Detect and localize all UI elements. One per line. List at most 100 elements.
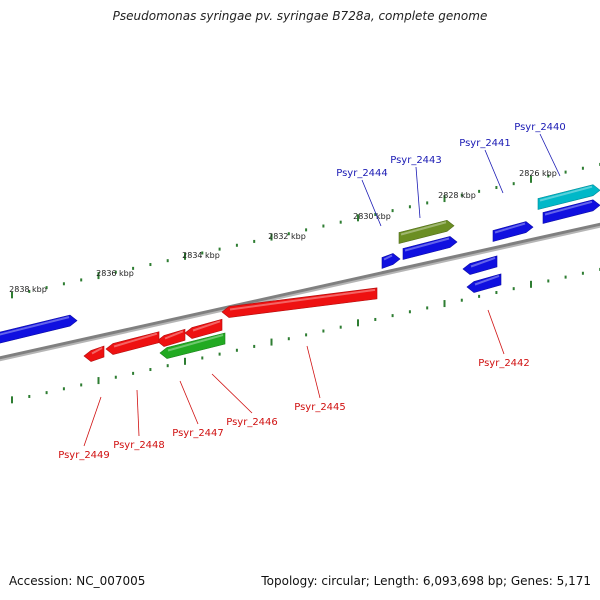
gene-psyr-2449[interactable] bbox=[0, 314, 105, 362]
gene-label-psyr-2448[interactable]: Psyr_2448 bbox=[113, 440, 165, 451]
lower-scale-major-tick bbox=[97, 377, 100, 385]
gene-psyr-2448[interactable] bbox=[105, 328, 186, 355]
gene-arrow-psyr-2449-part2-highlight bbox=[0, 316, 70, 336]
gene-label-psyr-2444[interactable]: Psyr_2444 bbox=[336, 168, 388, 179]
lower-scale-minor-tick bbox=[28, 394, 31, 398]
label-leader-psyr-2444 bbox=[361, 179, 382, 227]
label-leader-psyr-2442 bbox=[487, 309, 505, 355]
lower-scale-minor-tick bbox=[495, 291, 498, 295]
gene-psyr-2446[interactable] bbox=[184, 318, 223, 339]
upper-scale-minor-tick bbox=[287, 232, 290, 236]
upper-scale-minor-tick bbox=[478, 189, 481, 193]
upper-scale-minor-tick bbox=[235, 243, 238, 247]
label-leader-psyr-2447 bbox=[179, 380, 199, 425]
accession-text: Accession: NC_007005 bbox=[9, 574, 146, 588]
upper-scale-minor-tick bbox=[581, 166, 584, 170]
gene-psyr-2445[interactable] bbox=[221, 287, 378, 318]
scale-label-2838-kbp: 2838 kbp bbox=[9, 285, 47, 294]
gene-label-psyr-2449[interactable]: Psyr_2449 bbox=[58, 450, 110, 461]
upper-scale-minor-tick bbox=[218, 247, 221, 251]
gene-label-psyr-2446[interactable]: Psyr_2446 bbox=[226, 417, 278, 428]
gene-arrow-psyr-2448-part2-highlight bbox=[113, 332, 158, 348]
gene-psyr-2442[interactable] bbox=[462, 255, 502, 293]
lower-scale-minor-tick bbox=[564, 275, 567, 279]
gene-arrow-psyr-2441-part2[interactable] bbox=[542, 199, 600, 224]
label-leader-psyr-2446 bbox=[211, 373, 253, 414]
upper-scale-minor-tick bbox=[512, 182, 515, 186]
gene-psyr-2444[interactable] bbox=[381, 236, 458, 269]
gene-arrow-psyr-2444-part2[interactable] bbox=[402, 236, 458, 260]
gene-psyr-2447[interactable] bbox=[159, 332, 226, 359]
backbone-shadow bbox=[0, 224, 600, 362]
label-leader-psyr-2448 bbox=[136, 389, 140, 437]
gene-arrow-psyr-2445-highlight bbox=[229, 288, 376, 311]
lower-scale-minor-tick bbox=[235, 348, 238, 352]
upper-scale-minor-tick bbox=[322, 224, 325, 228]
lower-scale-major-tick bbox=[443, 300, 446, 308]
lower-scale-minor-tick bbox=[149, 368, 152, 372]
gene-arrow-psyr-2441[interactable] bbox=[492, 221, 534, 242]
gene-arrow-psyr-2444-part2-highlight bbox=[404, 237, 450, 252]
lower-scale-minor-tick bbox=[305, 333, 308, 337]
upper-scale-minor-tick bbox=[45, 286, 48, 290]
gene-label-psyr-2443[interactable]: Psyr_2443 bbox=[390, 155, 442, 166]
upper-scale-minor-tick bbox=[201, 251, 204, 255]
lower-scale-minor-tick bbox=[322, 329, 325, 333]
gene-label-psyr-2445[interactable]: Psyr_2445 bbox=[294, 402, 346, 413]
gene-arrow-psyr-2443[interactable] bbox=[398, 219, 455, 244]
lower-scale-major-tick bbox=[530, 280, 532, 288]
gene-psyr-2443[interactable] bbox=[398, 219, 455, 244]
scale-label-2836-kbp: 2836 kbp bbox=[96, 269, 134, 278]
lower-scale-major-tick bbox=[357, 319, 359, 327]
gene-arrow-psyr-2449-part2[interactable] bbox=[0, 314, 78, 345]
upper-scale-minor-tick bbox=[547, 174, 550, 178]
upper-scale-major-tick bbox=[443, 195, 446, 203]
gene-label-psyr-2447[interactable]: Psyr_2447 bbox=[172, 428, 224, 439]
lower-scale-minor-tick bbox=[287, 337, 290, 341]
gene-arrow-psyr-2440-highlight bbox=[539, 185, 593, 202]
upper-scale-minor-tick bbox=[460, 193, 463, 197]
upper-scale-major-tick bbox=[11, 291, 13, 299]
upper-scale-minor-tick bbox=[62, 282, 65, 286]
lower-scale-minor-tick bbox=[201, 356, 204, 360]
upper-scale-minor-tick bbox=[166, 259, 169, 263]
lower-scale-minor-tick bbox=[45, 391, 48, 395]
lower-scale-minor-tick bbox=[339, 325, 342, 329]
gene-psyr-2441[interactable] bbox=[492, 199, 600, 242]
upper-scale-minor-tick bbox=[408, 205, 411, 209]
lower-scale-minor-tick bbox=[374, 317, 377, 321]
label-leader-psyr-2441 bbox=[484, 149, 504, 194]
label-leader-psyr-2445 bbox=[306, 345, 321, 399]
gene-arrow-psyr-2440[interactable] bbox=[537, 184, 600, 210]
label-leader-psyr-2440 bbox=[539, 133, 561, 177]
lower-scale-major-tick bbox=[184, 357, 186, 365]
upper-scale-minor-tick bbox=[80, 278, 83, 282]
upper-scale-minor-tick bbox=[374, 212, 377, 216]
scale-label-2832-kbp: 2832 kbp bbox=[268, 232, 306, 241]
gene-psyr-2440[interactable] bbox=[537, 184, 600, 210]
lower-scale-minor-tick bbox=[460, 298, 463, 302]
lower-scale-minor-tick bbox=[391, 314, 394, 318]
upper-scale-minor-tick bbox=[426, 201, 429, 205]
backbone-line bbox=[0, 222, 600, 360]
genome-summary-text: Topology: circular; Length: 6,093,698 bp… bbox=[261, 574, 591, 588]
upper-scale-major-tick bbox=[270, 233, 273, 241]
gene-label-psyr-2440[interactable]: Psyr_2440 bbox=[514, 122, 566, 133]
upper-scale-minor-tick bbox=[305, 228, 308, 232]
gene-label-psyr-2442[interactable]: Psyr_2442 bbox=[478, 358, 530, 369]
upper-scale-minor-tick bbox=[149, 263, 152, 267]
upper-scale-minor-tick bbox=[132, 266, 135, 270]
upper-scale-major-tick bbox=[357, 214, 359, 222]
label-leader-psyr-2443 bbox=[415, 166, 421, 219]
gene-arrow-psyr-2442-highlight bbox=[470, 256, 496, 268]
scale-label-2834-kbp: 2834 kbp bbox=[182, 251, 220, 260]
gene-arrow-psyr-2444-highlight bbox=[383, 254, 393, 261]
upper-scale-minor-tick bbox=[339, 220, 342, 224]
lower-scale-minor-tick bbox=[478, 294, 481, 298]
label-leader-psyr-2449 bbox=[83, 396, 102, 447]
gene-label-psyr-2441[interactable]: Psyr_2441 bbox=[459, 138, 511, 149]
gene-arrow-psyr-2443-highlight bbox=[400, 221, 447, 236]
scale-label-2828-kbp: 2828 kbp bbox=[438, 191, 476, 200]
lower-scale-minor-tick bbox=[218, 352, 221, 356]
